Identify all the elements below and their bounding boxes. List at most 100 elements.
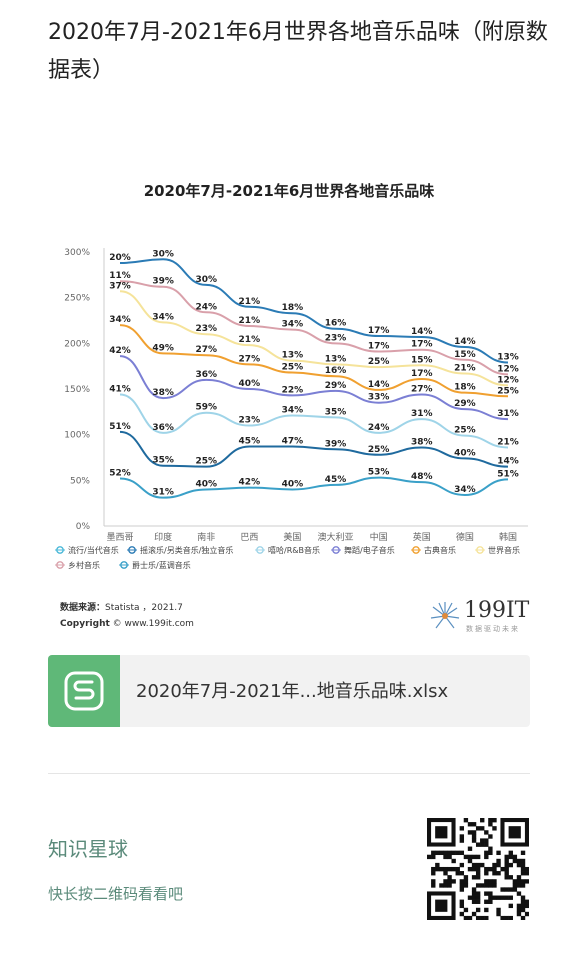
- copyright-value: © www.199it.com: [112, 619, 194, 629]
- data-label: 30%: [195, 275, 217, 285]
- data-label: 23%: [239, 416, 261, 426]
- data-label: 34%: [152, 312, 174, 322]
- data-label: 35%: [152, 456, 174, 466]
- data-label: 21%: [239, 316, 261, 326]
- legend-label: 嘻哈/R&B音乐: [268, 545, 320, 555]
- data-label: 30%: [152, 249, 174, 259]
- y-tick-label: 150%: [64, 385, 90, 395]
- data-label: 21%: [497, 437, 519, 447]
- brand-tagline: 数据驱动未来: [466, 625, 520, 633]
- data-label: 38%: [411, 437, 433, 447]
- data-label: 24%: [195, 302, 217, 312]
- data-label: 40%: [454, 448, 476, 458]
- x-tick-label: 南非: [197, 531, 215, 543]
- data-label: 27%: [239, 354, 261, 364]
- data-label: 41%: [109, 384, 131, 394]
- data-label: 45%: [325, 475, 347, 485]
- data-label: 24%: [368, 423, 390, 433]
- data-label: 47%: [282, 437, 304, 447]
- data-label: 15%: [454, 350, 476, 360]
- x-tick-label: 澳大利亚: [318, 531, 354, 543]
- data-label: 13%: [325, 354, 347, 364]
- data-label: 17%: [368, 342, 390, 352]
- attachment-filename: 2020年7月-2021年...地音乐品味.xlsx: [136, 681, 449, 702]
- planet-title: 知识星球: [48, 837, 128, 861]
- data-label: 14%: [497, 457, 519, 467]
- x-tick-label: 英国: [413, 531, 431, 543]
- data-label: 48%: [411, 472, 433, 482]
- x-tick-label: 印度: [154, 531, 172, 543]
- y-tick-label: 200%: [64, 339, 90, 349]
- x-tick-label: 墨西哥: [106, 532, 133, 543]
- data-label: 49%: [152, 343, 174, 353]
- series-line: [119, 393, 509, 449]
- series-line: [119, 258, 509, 364]
- data-label: 42%: [239, 478, 261, 488]
- series-line: [119, 290, 509, 387]
- copyright-label: Copyright: [60, 619, 110, 629]
- data-label: 34%: [109, 315, 131, 325]
- data-label: 35%: [325, 407, 347, 417]
- attachment-card[interactable]: 2020年7月-2021年...地音乐品味.xlsx: [48, 655, 530, 727]
- x-tick-label: 中国: [370, 531, 388, 543]
- data-label: 52%: [109, 469, 131, 479]
- y-tick-label: 250%: [64, 294, 90, 304]
- data-label: 22%: [282, 385, 304, 395]
- series-line: [119, 280, 509, 376]
- data-label: 34%: [454, 485, 476, 495]
- data-label: 25%: [282, 363, 304, 373]
- source-value: Statista ，2021.7: [105, 603, 183, 613]
- data-label: 11%: [109, 271, 131, 281]
- data-label: 38%: [152, 388, 174, 398]
- data-label: 14%: [454, 337, 476, 347]
- data-label: 23%: [325, 333, 347, 343]
- legend-label: 古典音乐: [424, 545, 456, 555]
- chart-title: 2020年7月-2021年6月世界各地音乐品味: [143, 182, 435, 200]
- data-label: 40%: [239, 379, 261, 389]
- brand-name: 199IT: [464, 598, 530, 623]
- data-label: 18%: [282, 303, 304, 313]
- data-label: 20%: [109, 253, 131, 263]
- data-label: 40%: [195, 479, 217, 489]
- data-label: 25%: [368, 357, 390, 367]
- legend-label: 爵士乐/蓝调音乐: [132, 560, 191, 570]
- legend-label: 舞蹈/电子音乐: [344, 545, 395, 555]
- data-label: 25%: [454, 426, 476, 436]
- y-tick-label: 300%: [64, 248, 90, 258]
- qr-code[interactable]: [427, 818, 529, 920]
- series-line: [119, 476, 509, 499]
- source-note: 数据来源：Statista ，2021.7 Copyright © www.19…: [60, 600, 194, 632]
- series-line: [119, 430, 509, 468]
- divider: [48, 773, 530, 774]
- data-label: 16%: [325, 319, 347, 329]
- series-line: [119, 355, 509, 421]
- dandelion-icon: [430, 602, 460, 629]
- planet-subtitle: 快长按二维码看看吧: [48, 885, 184, 903]
- data-label: 39%: [325, 439, 347, 449]
- data-label: 29%: [325, 381, 347, 391]
- data-label: 42%: [109, 346, 131, 356]
- data-label: 21%: [454, 363, 476, 373]
- data-label: 29%: [454, 399, 476, 409]
- source-label: 数据来源：: [60, 603, 106, 613]
- page-title: 2020年7月-2021年6月世界各地音乐品味（附原数据表）: [48, 20, 548, 83]
- data-label: 17%: [411, 340, 433, 350]
- data-label: 12%: [497, 364, 519, 374]
- data-label: 37%: [109, 281, 131, 291]
- data-label: 14%: [368, 380, 390, 390]
- x-tick-label: 巴西: [240, 532, 258, 543]
- chart-image: 2020年7月-2021年6月世界各地音乐品味 0% 50% 100% 150% 200…: [48, 160, 530, 640]
- y-tick-label: 100%: [64, 431, 90, 441]
- x-tick-label: 德国: [456, 531, 474, 543]
- series-line: [119, 324, 509, 398]
- data-label: 13%: [497, 353, 519, 363]
- data-label: 36%: [195, 370, 217, 380]
- data-label: 34%: [282, 320, 304, 330]
- data-label: 15%: [411, 355, 433, 365]
- data-label: 13%: [282, 351, 304, 361]
- data-label: 25%: [195, 457, 217, 467]
- data-label: 14%: [411, 327, 433, 337]
- data-label: 33%: [368, 393, 390, 403]
- data-label: 23%: [195, 324, 217, 334]
- data-label: 39%: [152, 277, 174, 287]
